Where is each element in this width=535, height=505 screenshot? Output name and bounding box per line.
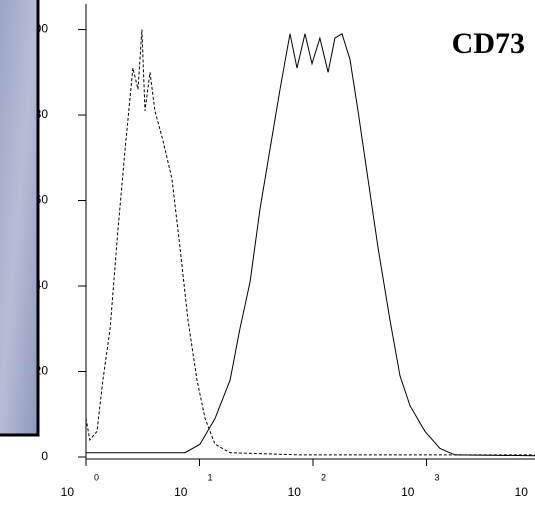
photo-fragment <box>0 0 40 437</box>
chart-title: CD73 <box>452 27 525 60</box>
x-tick-label: 10 <box>61 485 75 499</box>
x-tick-label: 10 <box>288 485 302 499</box>
x-tick-exponent: 2 <box>321 472 326 482</box>
x-tick-exponent: 1 <box>207 472 212 482</box>
histogram-line <box>85 29 535 456</box>
x-tick-exponent: 3 <box>434 472 439 482</box>
y-tick-label: 0 <box>41 449 48 463</box>
plot-area: 02040608010010010110210310 <box>28 3 535 499</box>
x-tick-label: 10 <box>515 485 529 499</box>
x-tick-label: 10 <box>401 485 415 499</box>
x-tick-exponent: 0 <box>94 472 99 482</box>
histogram-line <box>86 33 535 457</box>
x-tick-label: 10 <box>174 485 188 499</box>
